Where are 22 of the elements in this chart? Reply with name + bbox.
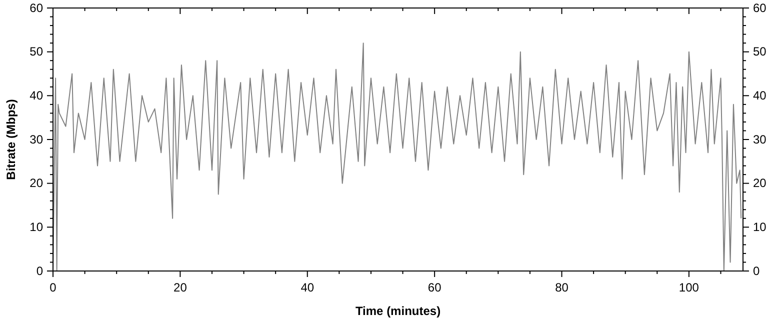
y2-tick-label: 30 xyxy=(753,132,767,146)
y-tick-label: 50 xyxy=(30,44,44,59)
x-tick-label: 80 xyxy=(555,280,569,295)
x-axis-title: Time (minutes) xyxy=(355,304,441,318)
y2-tick-label: 10 xyxy=(753,220,767,234)
y-tick-label: 30 xyxy=(30,132,44,146)
y-axis-title: Bitrate (Mbps) xyxy=(4,99,18,180)
y2-tick-label: 50 xyxy=(753,44,767,59)
y2-tick-label: 60 xyxy=(753,0,767,15)
y-tick-label: 20 xyxy=(30,176,44,190)
y2-tick-label: 40 xyxy=(753,88,767,103)
y2-tick-label: 20 xyxy=(753,176,767,190)
y-tick-label: 10 xyxy=(30,220,44,234)
x-tick-label: 0 xyxy=(50,280,57,295)
y2-tick-label: 0 xyxy=(753,264,760,278)
y-tick-label: 40 xyxy=(30,88,44,103)
y-tick-label: 60 xyxy=(30,0,44,15)
y-tick-label: 0 xyxy=(36,264,44,278)
x-tick-label: 100 xyxy=(678,280,700,295)
x-tick-label: 60 xyxy=(428,280,442,295)
x-tick-label: 20 xyxy=(174,280,188,295)
x-tick-label: 40 xyxy=(300,280,314,295)
